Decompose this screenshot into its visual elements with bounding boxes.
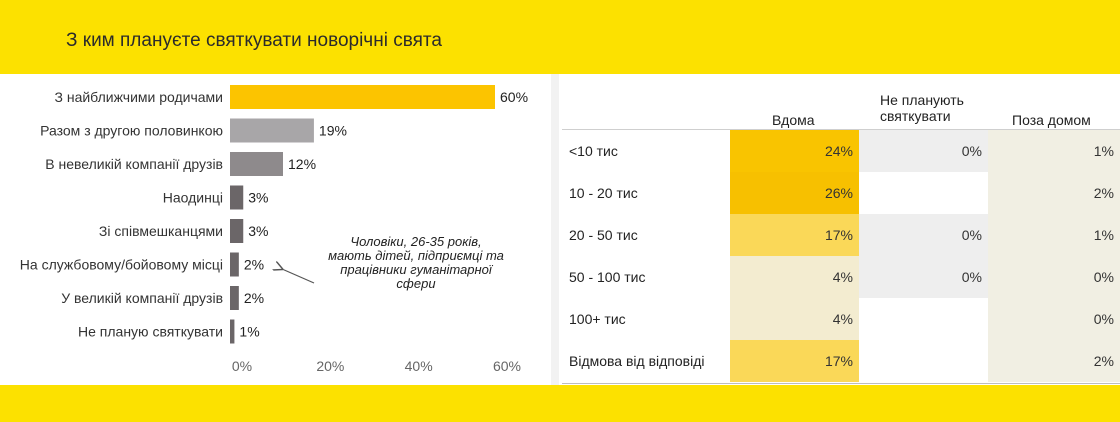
bar xyxy=(230,85,495,109)
header-divider xyxy=(562,129,1120,130)
bar-value-label: 19% xyxy=(319,123,347,139)
bar xyxy=(230,118,314,143)
x-tick-label: 0% xyxy=(232,358,252,374)
table-cell: 26% xyxy=(730,172,859,214)
category-label: Зі співмешканцями xyxy=(99,223,223,239)
bar-value-label: 12% xyxy=(288,156,316,172)
category-label: Не планую святкувати xyxy=(78,324,223,340)
table-cell xyxy=(859,172,988,214)
annotation-line: мають дітей, підприємці та xyxy=(328,248,504,263)
row-label: 100+ тис xyxy=(569,311,626,327)
table-cell: 0% xyxy=(988,256,1120,298)
bar-value-label: 2% xyxy=(244,290,264,306)
category-label: В невеликій компанії друзів xyxy=(45,156,223,172)
row-label: Відмова від відповіді xyxy=(569,353,705,369)
category-label: Разом з другою половинкою xyxy=(40,123,223,139)
table-cell: 1% xyxy=(988,214,1120,256)
table-cell xyxy=(859,298,988,340)
category-label: З найближчими родичами xyxy=(55,89,224,105)
x-tick-label: 20% xyxy=(316,358,344,374)
table-cell: 0% xyxy=(859,256,988,298)
annotation-arrow xyxy=(270,260,315,284)
row-label: 50 - 100 тис xyxy=(569,269,646,285)
bar xyxy=(230,252,239,277)
bar xyxy=(230,185,244,210)
table-cell: 2% xyxy=(988,340,1120,382)
bar-value-label: 1% xyxy=(239,324,259,340)
panel-divider xyxy=(551,74,559,385)
table-cell: 1% xyxy=(988,130,1120,172)
table-bottom-line xyxy=(562,383,1120,384)
x-tick-label: 40% xyxy=(405,358,433,374)
table-cell: 0% xyxy=(859,214,988,256)
category-label: У великій компанії друзів xyxy=(61,290,223,306)
annotation-line: працівники гуманітарної xyxy=(340,262,492,277)
annotation-line: Чоловіки, 26-35 років, xyxy=(350,234,482,249)
bar xyxy=(230,219,244,243)
bar xyxy=(230,152,283,176)
bar xyxy=(230,319,235,344)
bar-chart: З найближчими родичами 60% Разом з другою … xyxy=(20,85,528,374)
bar-value-label: 2% xyxy=(244,257,264,273)
row-label: 20 - 50 тис xyxy=(569,227,638,243)
table-cell: 4% xyxy=(730,298,859,340)
table-cell: 0% xyxy=(988,298,1120,340)
bar-value-label: 3% xyxy=(248,223,268,239)
page-title: З ким плануєте святкувати новорічні свят… xyxy=(66,30,442,51)
column-header: Вдома xyxy=(772,112,815,128)
footer-band xyxy=(0,385,1120,422)
income-table: Вдома Не планують святкувати Поза домом <10… xyxy=(562,80,1120,384)
column-header: Не планують святкувати xyxy=(880,92,964,124)
category-label: Наодинці xyxy=(163,190,223,206)
annotation-note: Чоловіки, 26-35 років, мають дітей, підп… xyxy=(313,235,519,291)
bar xyxy=(230,286,239,310)
table-cell: 0% xyxy=(859,130,988,172)
row-label: <10 тис xyxy=(569,143,618,159)
table-cell xyxy=(859,340,988,382)
bar-value-label: 60% xyxy=(500,89,528,105)
row-label: 10 - 20 тис xyxy=(569,185,638,201)
header-band: З ким плануєте святкувати новорічні свят… xyxy=(0,0,1120,74)
table-cell: 17% xyxy=(730,214,859,256)
table-cell: 2% xyxy=(988,172,1120,214)
category-label: На службовому/бойовому місці xyxy=(20,257,223,273)
annotation-line: сфери xyxy=(396,276,436,291)
x-tick-label: 60% xyxy=(493,358,521,374)
table-cell: 24% xyxy=(730,130,859,172)
table-cell: 17% xyxy=(730,340,859,382)
bar-value-label: 3% xyxy=(248,190,268,206)
table-cell: 4% xyxy=(730,256,859,298)
column-header: Поза домом xyxy=(1012,112,1091,128)
